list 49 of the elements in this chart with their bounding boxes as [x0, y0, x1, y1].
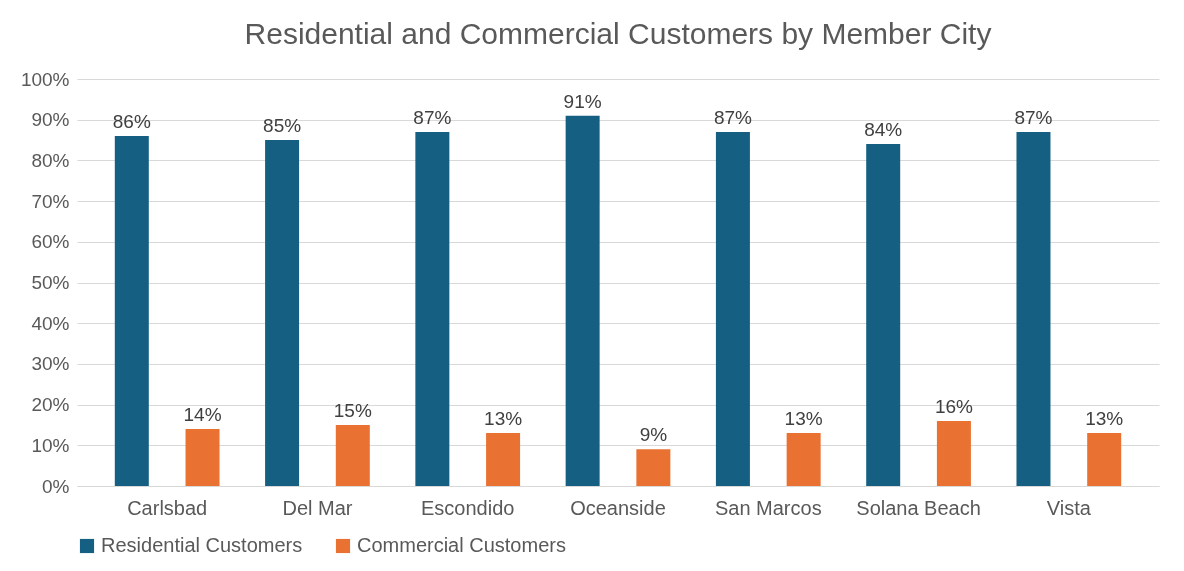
bar	[1016, 131, 1051, 486]
data-label: 9%	[639, 424, 668, 446]
data-label: 84%	[864, 119, 903, 141]
bar	[114, 135, 149, 486]
x-tick-label: Del Mar	[282, 496, 353, 519]
bar	[1087, 433, 1122, 486]
bar	[486, 433, 521, 486]
data-label: 14%	[183, 404, 222, 426]
data-label: 87%	[713, 106, 753, 128]
bar	[335, 424, 370, 486]
bar	[415, 131, 450, 486]
bar	[265, 140, 300, 486]
y-tick-label: 0%	[42, 475, 70, 497]
x-tick-label: Vista	[1046, 496, 1092, 519]
bar	[565, 115, 600, 486]
x-tick-label: San Marcos	[714, 496, 822, 519]
x-tick-label: Escondido	[421, 496, 515, 519]
y-tick-label: 20%	[31, 394, 70, 416]
bar	[636, 449, 671, 486]
data-label: 91%	[563, 90, 602, 112]
data-label: 87%	[413, 106, 452, 128]
y-tick-label: 10%	[31, 434, 70, 456]
bar	[786, 433, 821, 486]
bar	[866, 144, 901, 486]
chart-title: Residential and Commercial Customers by Member City	[244, 17, 992, 50]
data-label: 13%	[484, 408, 523, 430]
data-label: 16%	[934, 395, 974, 417]
data-label: 15%	[333, 399, 372, 421]
y-tick-label: 100%	[20, 68, 70, 90]
y-tick-label: 80%	[31, 149, 70, 171]
data-label: 85%	[263, 115, 302, 137]
x-tick-label: Solana Beach	[856, 496, 981, 519]
x-tick-label: Oceanside	[570, 496, 666, 519]
bar	[185, 429, 220, 486]
y-tick-label: 40%	[31, 312, 70, 334]
bar	[936, 420, 971, 486]
x-tick-label: Carlsbad	[127, 496, 208, 519]
bar	[715, 131, 750, 486]
data-label: 13%	[1085, 408, 1124, 430]
y-tick-label: 30%	[31, 353, 70, 375]
data-label: 13%	[784, 408, 823, 430]
y-tick-label: 50%	[31, 272, 70, 293]
legend-label: Residential Customers	[101, 534, 303, 556]
legend-label: Commercial Customers	[357, 534, 566, 556]
data-label: 86%	[112, 110, 151, 132]
y-tick-label: 70%	[31, 190, 70, 212]
y-tick-label: 90%	[31, 109, 70, 131]
y-tick-label: 60%	[31, 231, 70, 253]
data-label: 87%	[1014, 106, 1053, 128]
